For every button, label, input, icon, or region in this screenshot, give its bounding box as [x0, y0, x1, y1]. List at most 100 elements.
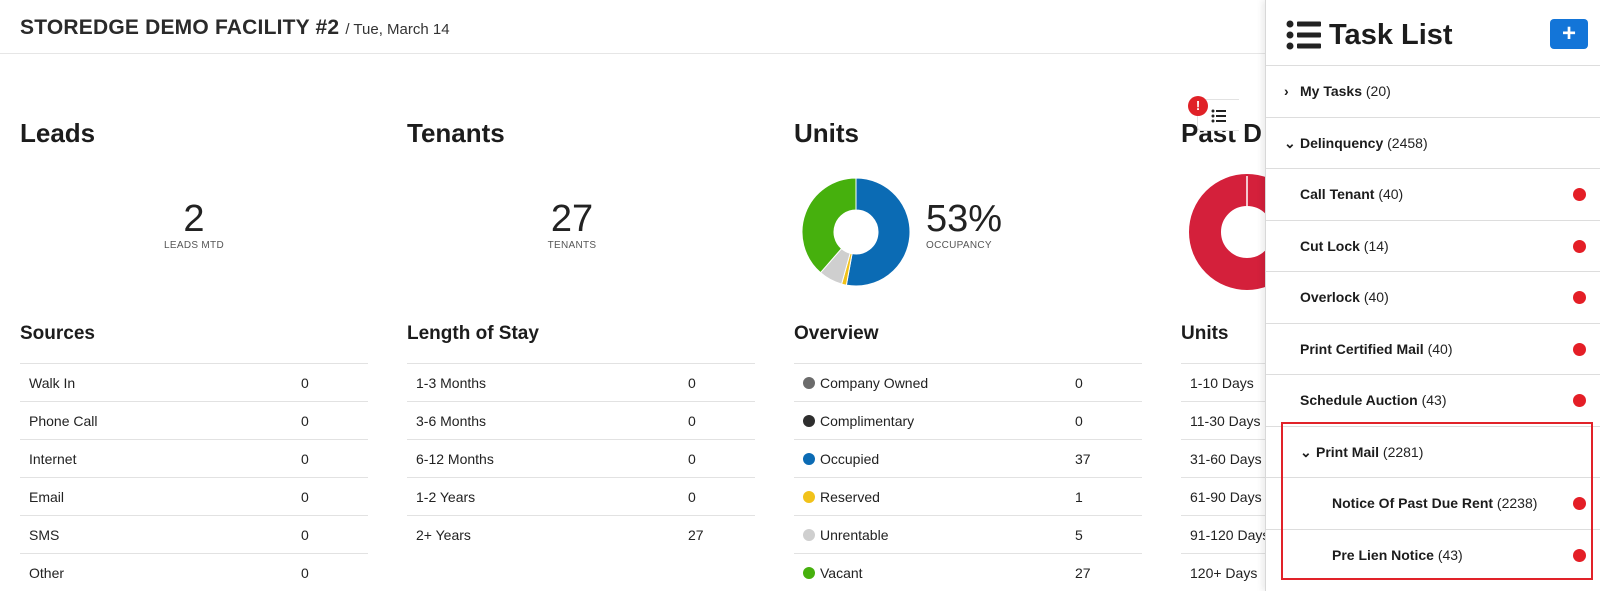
table-row: 120+ Days: [1181, 554, 1281, 591]
task-name: Pre Lien Notice: [1332, 546, 1434, 563]
row-label-text: Company Owned: [820, 375, 929, 391]
legend-dot: [803, 567, 815, 579]
units-section: Units 53% OCCUPANCY Overview Company Own…: [794, 118, 1142, 581]
list-icon: [1286, 20, 1321, 50]
task-count: (2238): [1496, 495, 1538, 511]
length-of-stay-heading: Length of Stay: [407, 323, 539, 344]
task-group-delinquency[interactable]: ⌄ Delinquency (2458): [1266, 118, 1600, 169]
row-value: 0: [301, 527, 309, 543]
task-count: (43): [1421, 392, 1447, 408]
row-value: 5: [1075, 527, 1083, 543]
legend-dot: [803, 491, 815, 503]
row-label-text: Occupied: [820, 451, 880, 467]
length-of-stay-table: 1-3 Months 0 3-6 Months 0 6-12 Months 0 1-2…: [407, 363, 755, 554]
row-value: 27: [1075, 565, 1091, 581]
task-item-overlock[interactable]: Overlock (40): [1266, 272, 1600, 324]
table-row: Phone Call 0: [20, 402, 368, 440]
task-item-print-certified-mail[interactable]: Print Certified Mail (40): [1266, 324, 1600, 375]
row-label-text: Unrentable: [820, 527, 889, 543]
sources-heading: Sources: [20, 323, 95, 344]
row-value: 0: [1075, 375, 1083, 391]
table-row: Company Owned 0: [794, 364, 1142, 402]
row-value: 37: [1075, 451, 1091, 467]
donut-slice-vacant: [801, 177, 857, 274]
task-name: Schedule Auction: [1300, 392, 1418, 408]
table-row: Vacant 27: [794, 554, 1142, 591]
leads-kpi: 2 LEADS MTD: [144, 200, 244, 251]
task-label: Call Tenant (40): [1300, 186, 1403, 202]
row-label: Occupied: [803, 451, 879, 467]
task-label: Notice Of Past Due Rent (2238): [1332, 495, 1537, 511]
status-dot: [1573, 188, 1586, 201]
row-label-text: Vacant: [820, 565, 863, 581]
overview-heading: Overview: [794, 323, 879, 344]
occupancy-kpi: 53% OCCUPANCY: [926, 200, 1002, 251]
overview-table: Company Owned 0 Complimentary 0 Occupied 37…: [794, 363, 1142, 591]
row-value: 0: [301, 489, 309, 505]
list-icon: [1211, 109, 1226, 123]
row-value: 0: [301, 375, 309, 391]
task-name: Call Tenant: [1300, 186, 1375, 202]
task-label: Cut Lock (14): [1300, 238, 1389, 254]
task-item-schedule-auction[interactable]: Schedule Auction (43): [1266, 375, 1600, 427]
row-label: 6-12 Months: [416, 451, 494, 467]
task-item-notice-of-past-due-rent[interactable]: Notice Of Past Due Rent (2238): [1266, 478, 1600, 530]
facility-title: STOREDGE DEMO FACILITY #2 / Tue, March 1…: [20, 16, 450, 40]
task-label: Print Certified Mail (40): [1300, 341, 1452, 357]
task-name: Print Certified Mail: [1300, 340, 1424, 357]
task-label: Pre Lien Notice (43): [1332, 547, 1463, 563]
table-row: SMS 0: [20, 516, 368, 554]
table-row: 2+ Years 27: [407, 516, 755, 554]
row-label: 3-6 Months: [416, 413, 487, 429]
task-name: Notice Of Past Due Rent: [1332, 495, 1494, 511]
table-row: Other 0: [20, 554, 368, 591]
row-label: 61-90 Days: [1190, 489, 1262, 505]
legend-dot: [803, 453, 815, 465]
task-label: ⌄ Delinquency (2458): [1284, 135, 1428, 152]
row-label: 120+ Days: [1190, 565, 1258, 581]
legend-dot: [803, 377, 815, 389]
table-row: Reserved 1: [794, 478, 1142, 516]
task-name: Delinquency: [1300, 134, 1384, 151]
task-count: (40): [1363, 289, 1389, 305]
add-task-button[interactable]: +: [1550, 19, 1588, 49]
row-value: 0: [688, 375, 696, 391]
table-row: 91-120 Days: [1181, 516, 1281, 554]
donut-slice-occupied: [845, 177, 911, 287]
task-group-my-tasks[interactable]: › My Tasks (20): [1266, 66, 1600, 118]
table-row: 1-2 Years 0: [407, 478, 755, 516]
current-date: / Tue, March 14: [345, 21, 450, 38]
table-row: 11-30 Days: [1181, 402, 1281, 440]
occupancy-donut-chart: [801, 177, 911, 287]
chevron-right-icon: ›: [1284, 83, 1289, 99]
row-label: 1-2 Years: [416, 489, 476, 505]
chevron-down-icon: ⌄: [1300, 443, 1312, 460]
task-count: (14): [1363, 237, 1389, 254]
task-list-title: Task List: [1329, 19, 1453, 51]
task-count: (20): [1365, 83, 1391, 99]
task-item-call-tenant[interactable]: Call Tenant (40): [1266, 169, 1600, 221]
table-row: Walk In 0: [20, 364, 368, 402]
row-label: 1-3 Months: [416, 375, 487, 391]
row-value: 0: [1075, 413, 1083, 429]
row-label: 31-60 Days: [1190, 451, 1262, 467]
task-item-cut-lock[interactable]: Cut Lock (14): [1266, 221, 1600, 272]
occupancy-kpi-value: 53%: [926, 198, 1003, 240]
task-name: Overlock: [1300, 289, 1360, 305]
units-heading: Units: [794, 118, 859, 148]
task-count: (40): [1427, 340, 1453, 357]
task-group-print-mail[interactable]: ⌄ Print Mail (2281): [1266, 427, 1600, 478]
status-dot: [1573, 291, 1586, 304]
task-item-pre-lien-notice[interactable]: Pre Lien Notice (43): [1266, 530, 1600, 582]
row-label: Walk In: [29, 375, 76, 391]
tenants-kpi-value: 27: [550, 198, 594, 240]
table-row: 1-10 Days: [1181, 364, 1281, 402]
page-header: STOREDGE DEMO FACILITY #2 / Tue, March 1…: [0, 0, 1265, 54]
row-value: 0: [301, 413, 309, 429]
task-list-header: Task List +: [1266, 0, 1600, 66]
tenants-section: Tenants 27 TENANTS Length of Stay 1-3 Mo…: [407, 118, 755, 543]
tenants-heading: Tenants: [407, 118, 505, 148]
table-row: 6-12 Months 0: [407, 440, 755, 478]
row-label: SMS: [29, 527, 60, 543]
past-due-units-heading: Units: [1181, 323, 1229, 344]
